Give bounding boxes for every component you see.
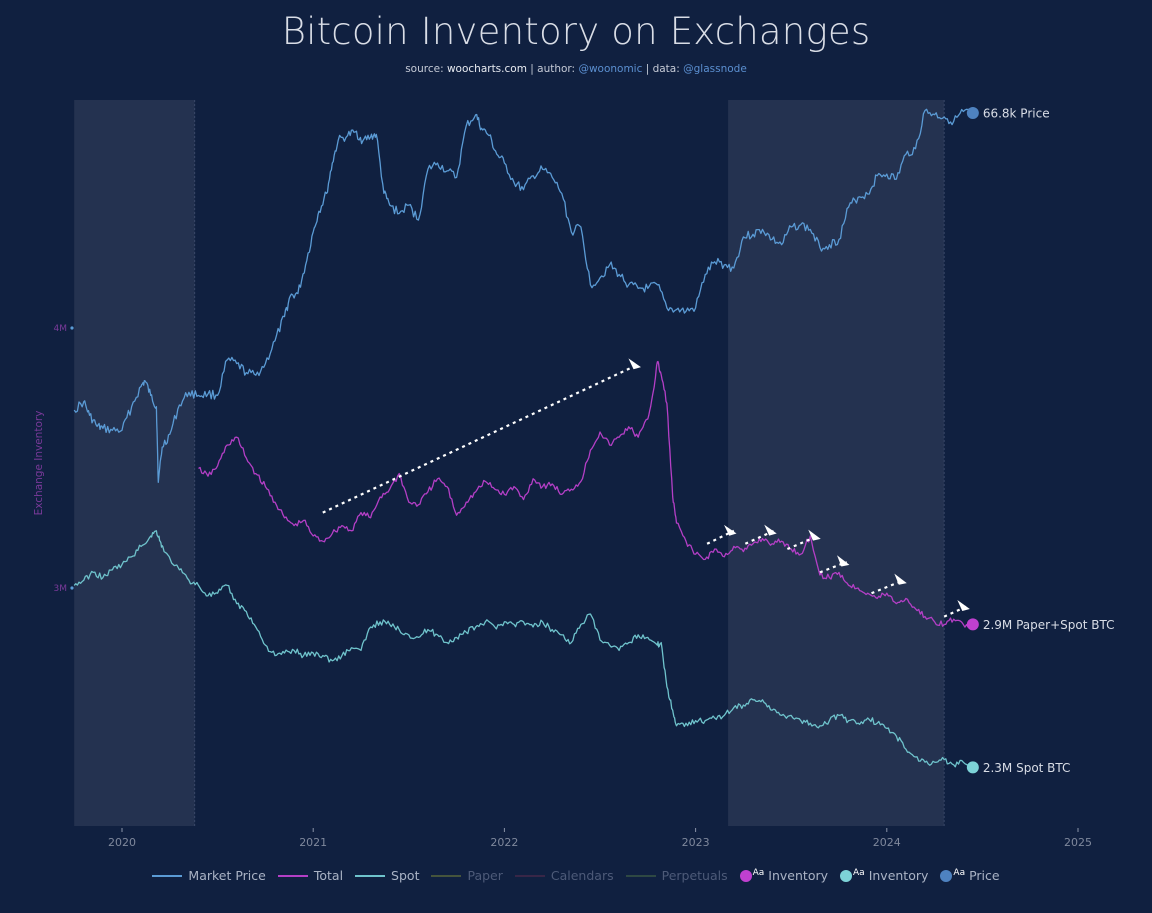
- arrow-head-icon: [764, 524, 777, 536]
- x-tick-label: 2020: [108, 836, 136, 849]
- legend-label: Total: [313, 868, 344, 883]
- legend-text-icon: Aa: [953, 867, 966, 878]
- arrow-head-icon: [724, 524, 737, 536]
- source-link[interactable]: woocharts.com: [446, 63, 527, 75]
- legend-label: Price: [969, 868, 1000, 883]
- legend-line-swatch: [514, 874, 545, 877]
- arrow-head-icon: [808, 529, 821, 541]
- legend-item-total[interactable]: Total: [277, 868, 344, 883]
- y-tick-label: 3M: [54, 584, 68, 594]
- trend-arrow-1: [706, 529, 735, 545]
- y-tick-label: 4M: [54, 324, 68, 334]
- legend-marker-swatch: [739, 869, 752, 882]
- chart-subtitle: source: woocharts.com | author: @woonomi…: [0, 63, 1152, 75]
- legend-label: Market Price: [188, 868, 266, 883]
- legend-label: Inventory: [868, 868, 929, 883]
- end-label: 2.3M Spot BTC: [983, 761, 1071, 775]
- arrow-head-icon: [837, 555, 850, 567]
- legend-item-calendars[interactable]: Calendars: [514, 868, 614, 883]
- legend-item-spot[interactable]: Spot: [355, 868, 419, 883]
- legend-text-icon: Aa: [752, 867, 765, 878]
- chart-title: Bitcoin Inventory on Exchanges: [281, 10, 871, 53]
- trend-arrow-2: [744, 529, 775, 545]
- trend-arrow-0: [322, 363, 639, 514]
- end-label: 66.8k Price: [983, 107, 1050, 121]
- legend-item-inventory[interactable]: Aa Inventory: [840, 868, 928, 883]
- legend-label: Inventory: [768, 868, 829, 883]
- x-tick-label: 2021: [299, 836, 327, 849]
- legend-label: Spot: [391, 868, 420, 883]
- trend-arrow-3: [786, 534, 819, 551]
- legend-item-paper[interactable]: Paper: [431, 868, 503, 883]
- x-tick-label: 2025: [1064, 836, 1092, 849]
- end-marker: [966, 107, 979, 119]
- author-link[interactable]: @woonomic: [578, 63, 643, 75]
- end-marker: [966, 761, 979, 774]
- arrow-head-icon: [628, 358, 641, 370]
- legend-item-market-price[interactable]: Market Price: [152, 868, 266, 883]
- legend-item-inventory[interactable]: Aa Inventory: [739, 867, 829, 883]
- x-tick-label: 2022: [490, 836, 518, 849]
- legend-item-perpetuals[interactable]: Perpetuals: [625, 868, 728, 883]
- series-line-total[interactable]: [198, 360, 974, 628]
- series-line-spot[interactable]: [73, 530, 974, 770]
- end-marker: [966, 618, 979, 631]
- arrow-head-icon: [957, 600, 970, 611]
- legend-line-swatch: [625, 874, 656, 877]
- legend-label: Perpetuals: [661, 868, 728, 883]
- data-label: | data:: [642, 63, 684, 75]
- x-tick-label: 2024: [873, 836, 901, 849]
- chart-legend: Market Price Total Spot Paper Calendars Perpe…: [0, 868, 1152, 883]
- data-link[interactable]: @glassnode: [683, 63, 747, 75]
- y-axis-label: Exchange Inventory: [33, 411, 45, 516]
- author-label: | author:: [526, 63, 579, 75]
- legend-line-swatch: [355, 874, 386, 877]
- legend-line-swatch: [152, 874, 183, 877]
- shaded-region-0: [74, 100, 195, 826]
- legend-marker-swatch: [940, 869, 953, 882]
- shaded-region-1: [728, 100, 945, 826]
- legend-line-swatch: [277, 874, 308, 877]
- source-label: source:: [405, 63, 447, 75]
- legend-label: Calendars: [550, 868, 614, 883]
- legend-line-swatch: [431, 874, 462, 877]
- arrow-head-icon: [894, 573, 907, 585]
- legend-text-icon: Aa: [853, 867, 865, 878]
- legend-marker-swatch: [840, 869, 853, 882]
- x-tick-label: 2023: [682, 836, 710, 849]
- end-label: 2.9M Paper+Spot BTC: [983, 618, 1115, 632]
- series-line-market-price[interactable]: [73, 108, 974, 483]
- y-tick-mark: [70, 586, 74, 590]
- legend-item-price[interactable]: Aa Price: [940, 867, 1000, 883]
- legend-label: Paper: [467, 868, 503, 883]
- y-tick-mark: [70, 326, 74, 330]
